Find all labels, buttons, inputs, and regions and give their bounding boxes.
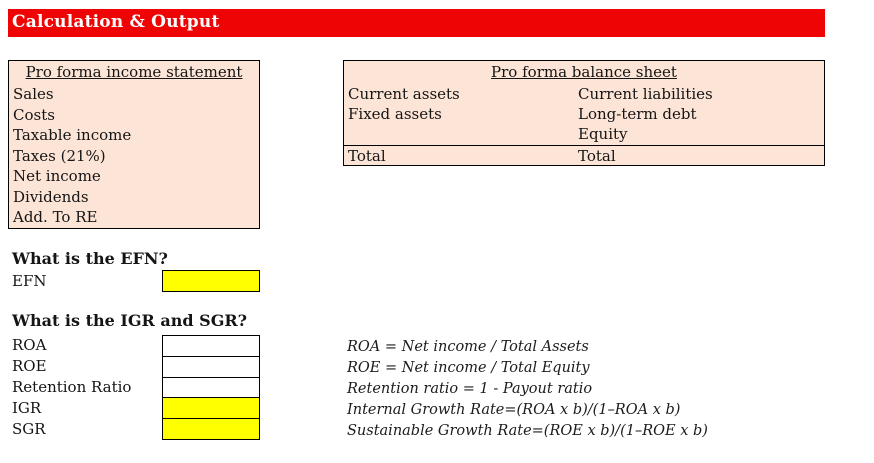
growth-input-cells — [162, 335, 260, 440]
income-row-net-income: Net income — [13, 167, 101, 185]
retention-ratio-label: Retention Ratio — [12, 378, 132, 396]
igr-sgr-question: What is the IGR and SGR? — [12, 311, 248, 330]
efn-input-cell[interactable] — [162, 270, 260, 292]
growth-metric-labels: ROA ROE Retention Ratio IGR SGR — [12, 335, 131, 440]
formula-note-retention: Retention ratio = 1 - Payout ratio — [347, 381, 593, 397]
balance-row-3: Equity — [344, 124, 824, 144]
balance-row-1: Current assets Current liabilities — [344, 84, 824, 104]
section-header-title: Calculation & Output — [12, 12, 220, 32]
roe-label: ROE — [12, 357, 47, 375]
income-row-dividends: Dividends — [13, 187, 89, 206]
efn-label: EFN — [12, 272, 47, 290]
formula-note-igr: Internal Growth Rate=(ROA x b)/(1–ROA x … — [347, 402, 681, 418]
balance-cell-total-liabilities: Total — [578, 146, 616, 165]
sgr-label: SGR — [12, 420, 46, 438]
income-row-sales: Sales — [13, 85, 54, 103]
formula-notes: ROA = Net income / Total Assets ROE = Ne… — [347, 337, 708, 442]
balance-cell-current-liabilities: Current liabilities — [578, 85, 713, 103]
igr-label: IGR — [12, 399, 42, 417]
section-header: Calculation & Output — [8, 9, 825, 37]
income-row-add-to-re: Add. To RE — [13, 208, 98, 226]
roa-input-cell[interactable] — [163, 336, 259, 356]
sgr-input-cell[interactable] — [163, 418, 259, 439]
igr-input-cell[interactable] — [163, 397, 259, 419]
formula-note-roa: ROA = Net income / Total Assets — [347, 339, 589, 355]
balance-sheet-panel: Pro forma balance sheet Current assets C… — [343, 60, 825, 166]
balance-cell-blank — [344, 124, 578, 144]
balance-cell-equity: Equity — [578, 125, 628, 144]
balance-cell-fixed-assets: Fixed assets — [348, 105, 442, 124]
income-statement-panel: Pro forma income statement Sales Costs T… — [8, 60, 260, 229]
balance-row-2: Fixed assets Long-term debt — [344, 104, 824, 124]
income-row-taxable-income: Taxable income — [13, 126, 132, 144]
roa-label: ROA — [12, 336, 47, 354]
income-row-costs: Costs — [13, 105, 55, 124]
retention-ratio-input-cell[interactable] — [163, 376, 259, 398]
balance-sheet-title: Pro forma balance sheet — [491, 63, 677, 81]
efn-question: What is the EFN? — [12, 249, 168, 268]
balance-cell-current-assets: Current assets — [348, 85, 460, 103]
balance-cell-total-assets: Total — [348, 146, 386, 165]
roe-input-cell[interactable] — [163, 355, 259, 377]
formula-note-roe: ROE = Net income / Total Equity — [347, 360, 590, 376]
income-statement-title: Pro forma income statement — [25, 63, 243, 81]
balance-cell-long-term-debt: Long-term debt — [578, 105, 697, 124]
formula-note-sgr: Sustainable Growth Rate=(ROE x b)/(1–ROE… — [347, 423, 708, 439]
balance-row-total: Total Total — [344, 144, 824, 166]
income-row-taxes: Taxes (21%) — [13, 146, 106, 165]
